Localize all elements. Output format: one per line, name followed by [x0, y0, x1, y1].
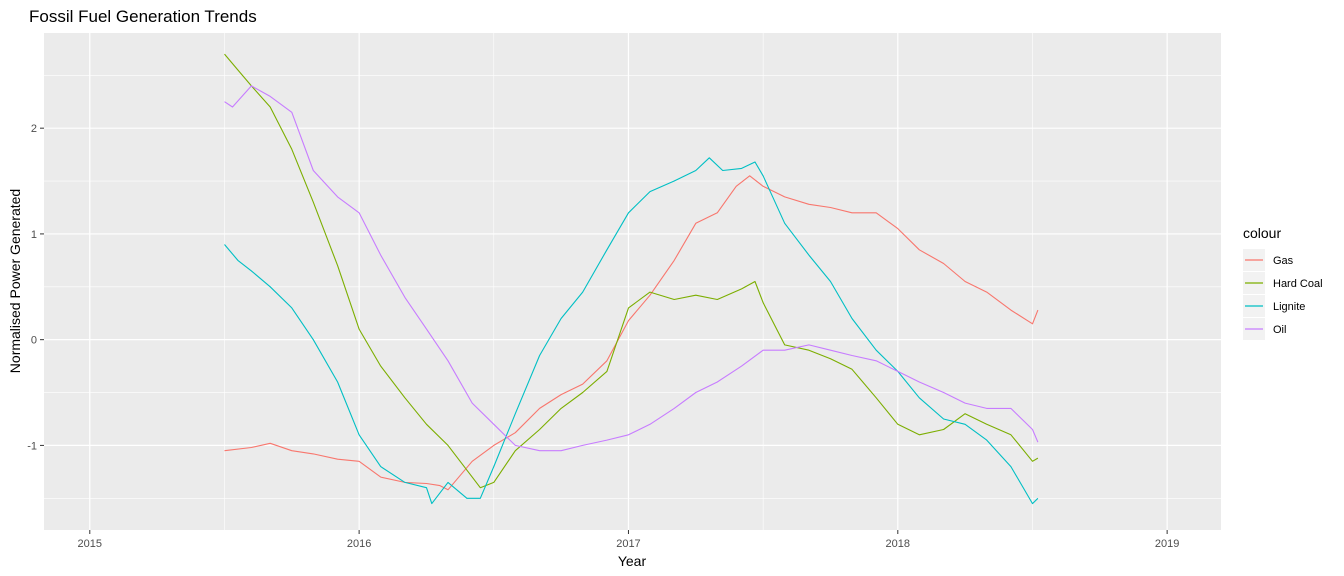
legend-label-gas: Gas	[1273, 255, 1294, 267]
series-lines	[224, 53, 1039, 505]
y-tick-label: 1	[31, 229, 37, 241]
series-line-hard-coal	[224, 53, 1039, 489]
legend-label-lignite: Lignite	[1273, 301, 1305, 313]
x-tick-label: 2019	[1155, 538, 1179, 550]
x-axis-title: Year	[618, 553, 647, 569]
series-line-oil	[224, 85, 1039, 452]
legend: colour Gas Hard Coal Lignite Oil	[1243, 225, 1323, 340]
x-tick-label: 2017	[616, 538, 640, 550]
chart-title: Fossil Fuel Generation Trends	[29, 7, 257, 26]
series-line-gas	[224, 175, 1039, 491]
grid-major	[44, 33, 1221, 530]
y-axis-ticks: -1 0 1 2	[27, 123, 44, 452]
grid-minor	[44, 33, 1221, 530]
plot-panel	[44, 33, 1221, 530]
y-tick-label: 2	[31, 123, 37, 135]
legend-label-oil: Oil	[1273, 324, 1286, 336]
legend-label-hard-coal: Hard Coal	[1273, 278, 1323, 290]
y-tick-label: 0	[31, 335, 37, 347]
y-axis-title: Normalised Power Generated	[7, 189, 23, 373]
y-tick-label: -1	[27, 440, 37, 452]
x-tick-label: 2016	[347, 538, 371, 550]
x-axis-ticks: 2015 2016 2017 2018 2019	[78, 530, 1179, 550]
legend-title: colour	[1243, 225, 1281, 241]
x-tick-label: 2018	[886, 538, 910, 550]
x-tick-label: 2015	[78, 538, 102, 550]
